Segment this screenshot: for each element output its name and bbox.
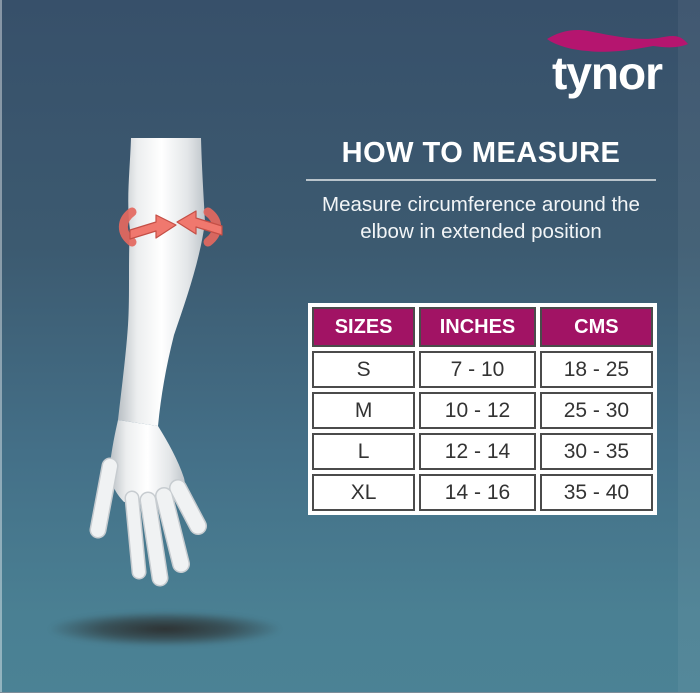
brand-logo: tynor (540, 22, 700, 114)
table-row: M 10 - 12 25 - 30 (312, 392, 653, 429)
arm-graphic (89, 138, 223, 587)
column-header-cms: CMS (539, 307, 653, 347)
instruction-line-2: elbow in extended position (360, 219, 602, 243)
table-row: XL 14 - 16 35 - 40 (312, 474, 653, 511)
table-cell: 18 - 25 (539, 351, 653, 388)
title-divider (306, 178, 656, 181)
table-cell: 7 - 10 (419, 351, 536, 388)
table-cell: 12 - 14 (419, 433, 536, 470)
section-title: HOW TO MEASURE (341, 137, 621, 169)
table-cell: 35 - 40 (539, 474, 653, 511)
bottom-border (0, 692, 700, 700)
how-to-measure-section: HOW TO MEASURE Measure circumference aro… (295, 137, 667, 245)
arm-silhouette (118, 138, 205, 426)
measure-band-left-curl (118, 207, 137, 247)
size-chart-header: SIZES INCHES CMS (312, 307, 653, 347)
header-row: SIZES INCHES CMS (312, 307, 653, 347)
table-cell: 14 - 16 (419, 474, 536, 511)
measure-arrow-left (129, 214, 177, 240)
table-cell: L (312, 433, 416, 470)
measure-instruction: Measure circumference around the elbow i… (295, 191, 667, 245)
table-row: L 12 - 14 30 - 35 (312, 433, 653, 470)
column-header-inches: INCHES (419, 307, 536, 347)
fingers (91, 459, 206, 585)
measure-arrow-right (176, 210, 223, 236)
table-cell: S (312, 351, 416, 388)
instruction-line-1: Measure circumference around the (322, 192, 640, 216)
table-cell: 30 - 35 (539, 433, 653, 470)
arm-drop-shadow (50, 612, 280, 646)
logo-wordmark: tynor (552, 47, 663, 99)
table-cell: XL (312, 474, 416, 511)
table-cell: M (312, 392, 416, 429)
table-cell: 10 - 12 (419, 392, 536, 429)
right-edge-highlight (678, 0, 700, 700)
logo-swoosh-icon (547, 29, 688, 52)
left-edge-highlight (0, 0, 2, 700)
table-cell: 25 - 30 (539, 392, 653, 429)
arm-illustration (60, 130, 260, 610)
column-header-sizes: SIZES (312, 307, 416, 347)
hand-palm (109, 420, 185, 502)
